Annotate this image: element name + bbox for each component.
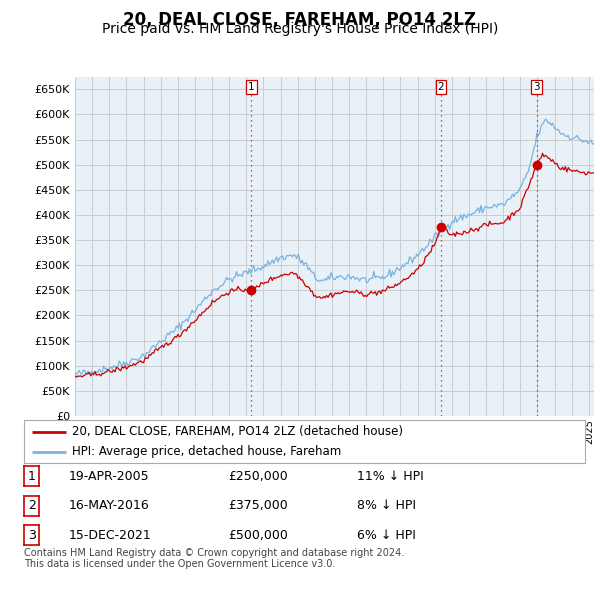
Text: 6% ↓ HPI: 6% ↓ HPI (357, 529, 416, 542)
Text: 1: 1 (28, 470, 35, 483)
Text: 3: 3 (28, 529, 35, 542)
Text: 8% ↓ HPI: 8% ↓ HPI (357, 499, 416, 512)
Text: Contains HM Land Registry data © Crown copyright and database right 2024.: Contains HM Land Registry data © Crown c… (24, 548, 404, 558)
Text: 2: 2 (28, 499, 35, 512)
Text: 1: 1 (248, 82, 254, 92)
Text: £250,000: £250,000 (228, 470, 288, 483)
Text: This data is licensed under the Open Government Licence v3.0.: This data is licensed under the Open Gov… (24, 559, 335, 569)
Text: 16-MAY-2016: 16-MAY-2016 (69, 499, 150, 512)
Text: 20, DEAL CLOSE, FAREHAM, PO14 2LZ (detached house): 20, DEAL CLOSE, FAREHAM, PO14 2LZ (detac… (71, 425, 403, 438)
Text: 20, DEAL CLOSE, FAREHAM, PO14 2LZ: 20, DEAL CLOSE, FAREHAM, PO14 2LZ (124, 11, 476, 29)
Text: £375,000: £375,000 (228, 499, 288, 512)
Text: Price paid vs. HM Land Registry's House Price Index (HPI): Price paid vs. HM Land Registry's House … (102, 22, 498, 37)
Text: 3: 3 (533, 82, 540, 92)
Text: 2: 2 (438, 82, 445, 92)
Text: 11% ↓ HPI: 11% ↓ HPI (357, 470, 424, 483)
Text: 19-APR-2005: 19-APR-2005 (69, 470, 149, 483)
Text: £500,000: £500,000 (228, 529, 288, 542)
Text: 15-DEC-2021: 15-DEC-2021 (69, 529, 152, 542)
Text: HPI: Average price, detached house, Fareham: HPI: Average price, detached house, Fare… (71, 445, 341, 458)
